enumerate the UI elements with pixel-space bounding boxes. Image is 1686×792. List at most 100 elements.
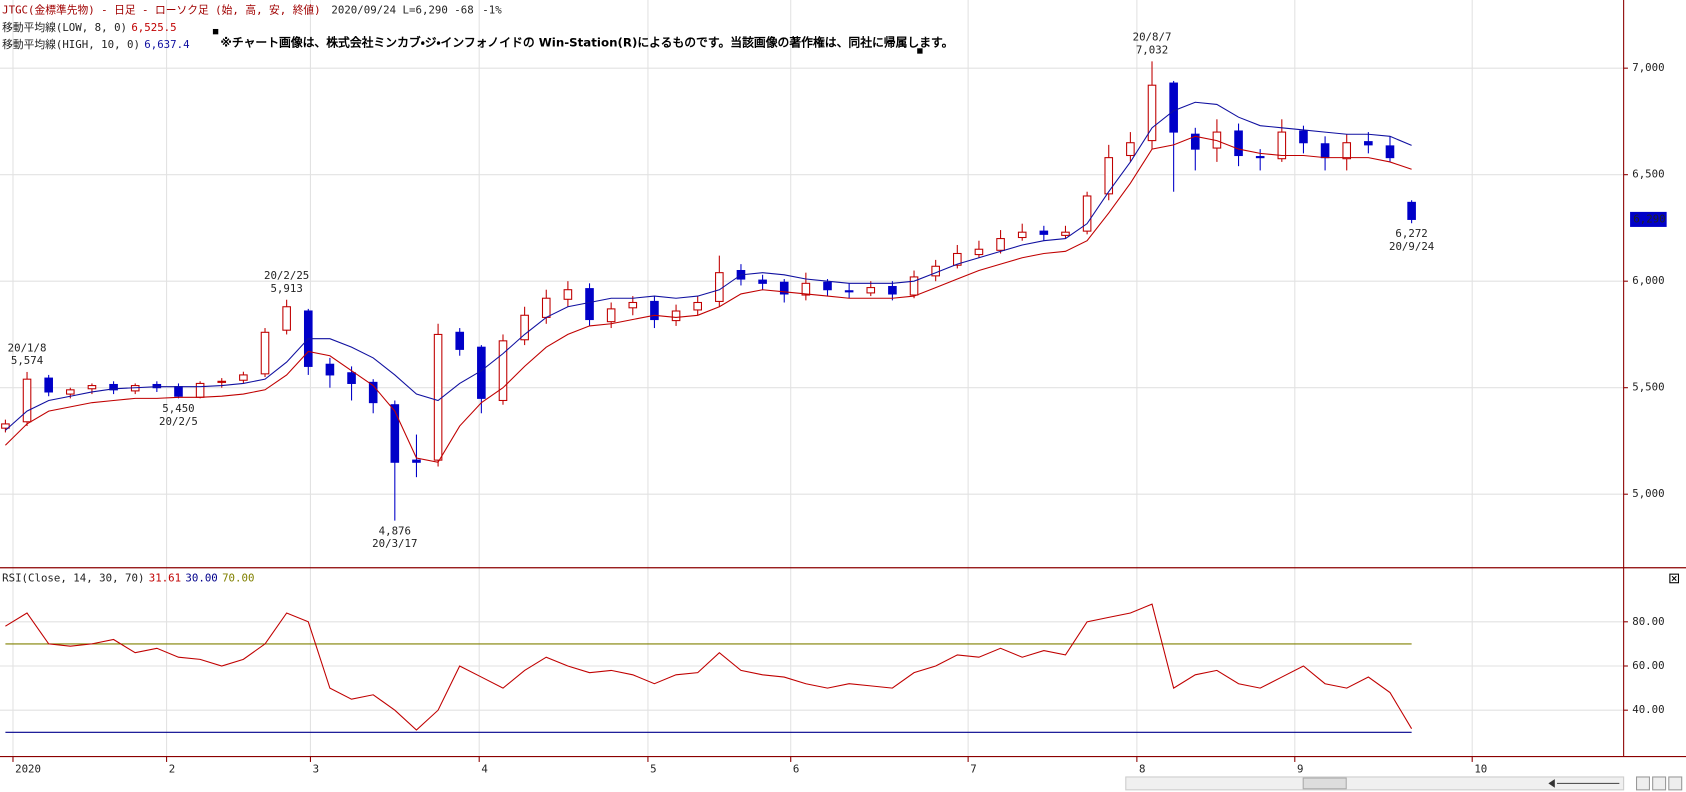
x-tick-label: 2020 (15, 762, 41, 775)
candle-body (1299, 130, 1308, 144)
candle-body (282, 306, 291, 331)
y-tick-label: 7,000 (1632, 61, 1664, 74)
x-tick-label: 5 (650, 762, 656, 775)
date: 2020/09/24 (331, 4, 396, 17)
rsi-line (5, 603, 1413, 731)
legend-entry: 移動平均線(HIGH, 10, 0) 6,637.4 (2, 38, 189, 51)
candle-body (239, 374, 248, 381)
legend-label: 移動平均線(HIGH, 10, 0) (2, 38, 140, 51)
x-tick-label: 6 (793, 762, 799, 775)
candle-body (455, 331, 465, 350)
candle-body (801, 282, 811, 296)
candle-body (606, 308, 616, 323)
x-tick-label: 10 (1474, 762, 1487, 775)
candle-body (433, 333, 443, 461)
candle-body (823, 281, 832, 291)
x-tick-label: 4 (481, 762, 487, 775)
candle-body (585, 288, 594, 321)
close-button[interactable] (1669, 573, 1680, 584)
zoom-button[interactable] (1652, 776, 1667, 791)
legend-value: 6,525.5 (131, 21, 176, 34)
candle-body (974, 248, 984, 256)
candle-body (1017, 231, 1027, 239)
candle-body (758, 279, 767, 284)
candle-body (66, 389, 75, 395)
annotation-value: 5,574 (11, 354, 43, 367)
candle-body (779, 281, 789, 295)
candle-body (628, 301, 638, 309)
marks-layer: 20/1/85,5745,45020/2/520/2/255,9134,8762… (1, 31, 1667, 733)
candle-body (44, 377, 53, 393)
candle-body (715, 272, 724, 302)
rsi-level: 70.00 (222, 571, 254, 584)
candle-body (174, 386, 183, 397)
candle-body (217, 380, 227, 383)
candle-body (563, 289, 573, 300)
y-tick-label: 6,000 (1632, 274, 1664, 287)
annotation-date: 20/8/7 (1133, 31, 1172, 44)
candle-body (1082, 195, 1092, 232)
annotation-value: 5,913 (270, 282, 302, 295)
candle-body (693, 301, 702, 311)
zoom-button[interactable] (1668, 776, 1683, 791)
annotation-value: 5,450 (162, 402, 194, 415)
x-tick-label: 2 (169, 762, 175, 775)
rsi-title: RSI(Close, 14, 30, 70) (2, 571, 144, 584)
annotation-date: 20/9/24 (1389, 240, 1434, 253)
candle-body (520, 314, 529, 341)
grid-layer: 5,000 5,500 6,000 6,500 7,000 2020 2 3 4 5 6 7 8 9 10 4… (0, 0, 1665, 775)
candle-body (1126, 142, 1135, 157)
candle-body (109, 383, 118, 391)
y-tick-label: 40.00 (1632, 703, 1664, 716)
last-price: L=6,290 (403, 4, 448, 17)
candle-body (87, 385, 97, 390)
candle-body (996, 238, 1005, 251)
scroll-track[interactable] (1125, 776, 1625, 791)
candle-body (1, 423, 10, 429)
candle-body (888, 285, 897, 295)
copyright-note: ※チャート画像は、株式会社ミンカブ・ジ・インフォノイドの Win-Station… (220, 35, 953, 49)
candle-body (152, 383, 162, 389)
symbol: JTGC(金標準先物) - 日足 - ローソク足 (始, 高, 安, 終値) (2, 4, 321, 17)
candle-body (650, 300, 659, 321)
legend-entry: 移動平均線(LOW, 8, 0) 6,525.5 (2, 21, 176, 34)
candle-body (498, 340, 508, 402)
scroll-arrow[interactable] (1548, 779, 1555, 788)
candle-body (368, 381, 378, 404)
candle-body (541, 297, 551, 318)
x-tick-label: 7 (970, 762, 976, 775)
legend-value: 6,637.4 (144, 38, 189, 51)
close-icon[interactable] (1671, 575, 1677, 581)
candle-body (1364, 141, 1373, 146)
y-tick-label: 6,500 (1632, 168, 1664, 181)
scrollbar[interactable] (1125, 776, 1683, 791)
annotation-date: 20/2/25 (264, 269, 309, 282)
candle-body (347, 372, 356, 384)
change: -68 (454, 4, 473, 17)
annotation-date: 20/2/5 (159, 415, 198, 428)
candle-body (1061, 231, 1070, 236)
x-tick-label: 9 (1297, 762, 1303, 775)
legend-label: 移動平均線(LOW, 8, 0) (2, 21, 127, 34)
candle-body (953, 252, 962, 266)
scroll-thumb[interactable] (1302, 777, 1347, 790)
ma-line (5, 101, 1412, 431)
candle-body (1147, 84, 1157, 142)
candle-body (844, 290, 854, 293)
rsi-header: RSI(Close, 14, 30, 70) 31.61 30.00 70.00 (2, 571, 254, 584)
candle-body (195, 382, 205, 398)
candle-body (260, 331, 270, 375)
zoom-button[interactable] (1636, 776, 1650, 791)
change-pct: -1% (482, 4, 502, 17)
candle-body (1234, 130, 1243, 157)
annotation-date: 20/1/8 (8, 341, 47, 354)
last-price-tag (1630, 211, 1667, 227)
y-tick-label: 60.00 (1632, 659, 1664, 672)
rsi-level: 30.00 (185, 571, 217, 584)
candle-body (909, 276, 919, 296)
annotation-value: 6,272 (1395, 227, 1427, 240)
candle-body (1104, 157, 1114, 195)
candle-body (1407, 201, 1416, 220)
